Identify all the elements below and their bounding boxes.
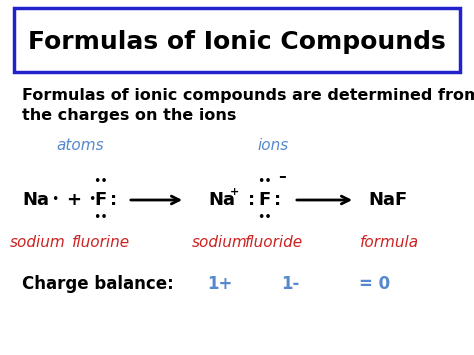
- Text: Na: Na: [22, 191, 49, 209]
- Text: +: +: [66, 191, 82, 209]
- Text: Charge balance:: Charge balance:: [22, 275, 174, 293]
- Text: 1-: 1-: [281, 275, 299, 293]
- Text: :: :: [110, 191, 118, 209]
- Text: •: •: [88, 193, 96, 207]
- Text: ••: ••: [94, 175, 109, 187]
- Text: the charges on the ions: the charges on the ions: [22, 108, 237, 123]
- Text: fluoride: fluoride: [245, 235, 303, 250]
- Text: ions: ions: [257, 138, 289, 153]
- Text: •: •: [51, 193, 59, 207]
- Text: :: :: [248, 191, 255, 209]
- Text: fluorine: fluorine: [72, 235, 130, 250]
- Text: = 0: = 0: [359, 275, 391, 293]
- Text: Formulas of ionic compounds are determined from: Formulas of ionic compounds are determin…: [22, 88, 474, 103]
- Text: ••: ••: [258, 175, 273, 187]
- Text: :: :: [274, 191, 282, 209]
- Text: NaF: NaF: [368, 191, 407, 209]
- Text: –: –: [278, 169, 286, 185]
- Text: atoms: atoms: [56, 138, 104, 153]
- Text: +: +: [230, 187, 240, 197]
- Text: sodium: sodium: [192, 235, 248, 250]
- Text: formula: formula: [360, 235, 419, 250]
- Text: ••: ••: [94, 211, 109, 224]
- Text: F: F: [259, 191, 271, 209]
- Text: F: F: [95, 191, 107, 209]
- Text: 1+: 1+: [207, 275, 233, 293]
- Text: sodium: sodium: [10, 235, 66, 250]
- Text: Formulas of Ionic Compounds: Formulas of Ionic Compounds: [28, 30, 446, 54]
- FancyBboxPatch shape: [14, 8, 460, 72]
- Text: Na: Na: [208, 191, 235, 209]
- Text: ••: ••: [258, 211, 273, 224]
